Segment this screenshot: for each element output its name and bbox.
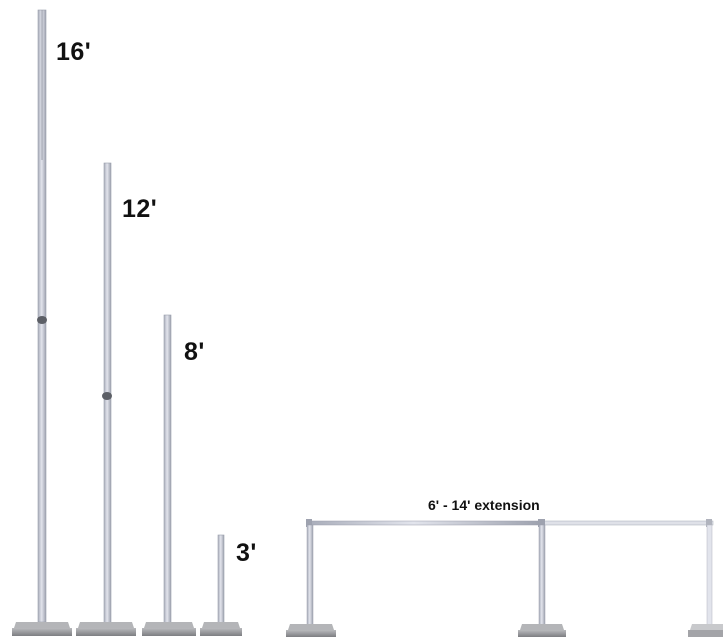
label-3ft: 3' (236, 539, 257, 567)
label-12ft: 12' (122, 195, 158, 223)
label-8ft: 8' (184, 338, 205, 366)
label-extension: 6' - 14' extension (428, 497, 540, 513)
base-plate-16ft (14, 622, 70, 628)
extension-frame (286, 519, 723, 637)
upright-16ft (12, 9, 72, 636)
upright-3ft (200, 534, 242, 636)
base-plate-ext-left (288, 624, 334, 630)
adjust-knob-16ft (37, 316, 47, 324)
extension-upright-right (706, 524, 713, 626)
base-plate-12ft (78, 622, 134, 628)
base-plate-8ft (144, 622, 194, 628)
upright-12ft (76, 162, 136, 636)
base-plate-ext-right (690, 624, 723, 630)
extension-upright-left (306, 524, 314, 626)
upright-8ft (142, 314, 196, 636)
label-16ft: 16' (56, 38, 92, 66)
base-plate-3ft (202, 622, 240, 628)
adjust-knob-12ft (102, 392, 112, 400)
extension-upright-middle (538, 524, 546, 626)
base-plate-ext-middle (520, 624, 564, 630)
crossbar-right (540, 520, 714, 526)
crossbar-left (308, 520, 542, 526)
